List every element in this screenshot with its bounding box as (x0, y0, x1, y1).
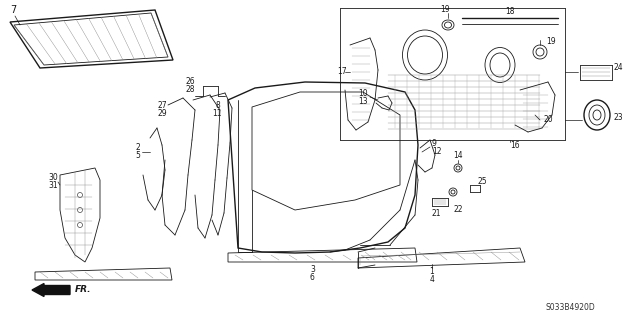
Text: 13: 13 (358, 97, 367, 106)
Text: 28: 28 (185, 85, 195, 94)
Text: 2: 2 (135, 144, 140, 152)
Text: 14: 14 (453, 152, 463, 160)
Text: 18: 18 (505, 8, 515, 17)
Text: 22: 22 (453, 205, 463, 214)
Text: 19: 19 (440, 5, 450, 14)
Text: 19: 19 (546, 38, 556, 47)
Text: 30: 30 (48, 174, 58, 182)
Text: 16: 16 (510, 140, 520, 150)
Text: 24: 24 (614, 63, 623, 71)
Text: 20: 20 (543, 115, 552, 124)
Text: 7: 7 (10, 5, 16, 15)
Text: 9: 9 (432, 138, 437, 147)
Text: 8: 8 (215, 100, 220, 109)
Text: 17: 17 (337, 68, 347, 77)
Text: FR.: FR. (75, 286, 92, 294)
Text: 6: 6 (310, 273, 315, 283)
Text: 31: 31 (48, 182, 58, 190)
Text: 3: 3 (310, 265, 315, 275)
Text: 27: 27 (158, 100, 168, 109)
Text: 29: 29 (158, 108, 168, 117)
Text: 26: 26 (185, 78, 195, 86)
Text: 23: 23 (614, 114, 623, 122)
Text: 5: 5 (135, 152, 140, 160)
Text: 21: 21 (432, 209, 442, 218)
Text: 10: 10 (358, 88, 367, 98)
Text: 25: 25 (478, 176, 488, 186)
Text: S033B4920D: S033B4920D (545, 303, 595, 313)
FancyArrow shape (32, 284, 70, 296)
Text: 11: 11 (212, 108, 221, 117)
Text: 1: 1 (429, 268, 435, 277)
Text: 12: 12 (432, 146, 442, 155)
Text: 4: 4 (429, 276, 435, 285)
